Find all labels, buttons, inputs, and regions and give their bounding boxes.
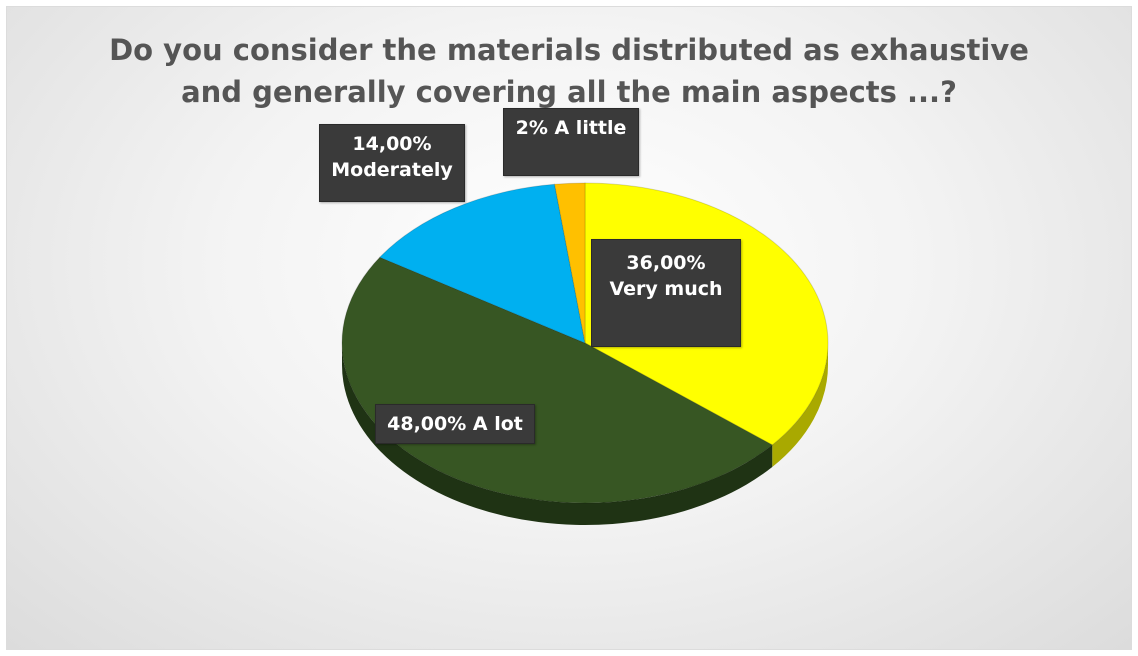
chart-title: Do you consider the materials distribute… [109, 33, 1029, 109]
pie-slice-moderately [378, 183, 586, 344]
pie-slice-side-a-lot [342, 343, 773, 525]
pie-slice-side-very-much [772, 343, 828, 467]
pie-chart [341, 182, 829, 525]
data-label-a-little: 2% A little [503, 108, 639, 176]
data-label-a-lot: 48,00% A lot [375, 404, 535, 444]
chart-frame: Do you consider the materials distribute… [6, 6, 1132, 650]
pie-slice-a-little [553, 182, 586, 344]
data-label-moderately: 14,00% Moderately [319, 124, 465, 202]
data-label-very-much: 36,00% Very much [591, 239, 741, 347]
